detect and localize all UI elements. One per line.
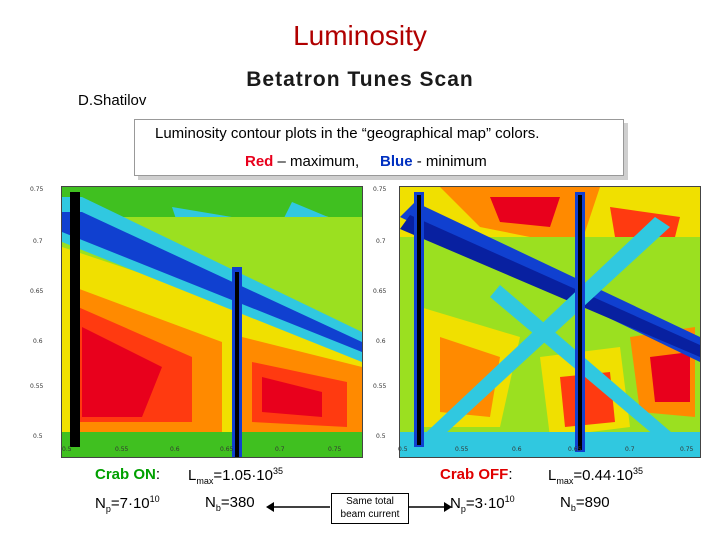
left-y-tick: 0.6 xyxy=(33,338,43,345)
lmax-exp: 35 xyxy=(633,466,644,476)
left-x-tick: 0.55 xyxy=(115,446,129,453)
contour-plot-crab-off xyxy=(399,186,701,458)
page-title: Luminosity xyxy=(293,20,427,51)
legend-description: Luminosity contour plots in the “geograp… xyxy=(155,125,540,142)
caption-crab-off: Crab OFF: xyxy=(440,466,513,483)
right-y-tick: 0.6 xyxy=(376,338,386,345)
nb-value: =890 xyxy=(575,494,610,511)
right-y-tick: 0.7 xyxy=(376,238,386,245)
np-crab-on: Np=7·1010 xyxy=(95,494,160,514)
right-y-tick: 0.75 xyxy=(373,186,387,193)
lmax-prefix: L xyxy=(548,467,557,484)
np-value: =7·10 xyxy=(110,495,150,512)
np-crab-off: Np=3·1010 xyxy=(450,494,515,514)
right-x-tick: 0.5 xyxy=(398,446,408,453)
lmax-value: =1.05·10 xyxy=(213,467,273,484)
subtitle: Betatron Tunes Scan xyxy=(246,68,474,91)
lmax-sub: max xyxy=(196,476,214,486)
left-y-tick: 0.55 xyxy=(30,383,44,390)
lmax-exp: 35 xyxy=(273,466,284,476)
left-x-tick: 0.7 xyxy=(275,446,285,453)
left-x-tick: 0.65 xyxy=(220,446,234,453)
right-y-tick: 0.5 xyxy=(376,433,386,440)
lmax-sub: max xyxy=(556,476,574,486)
nb-prefix: N xyxy=(560,494,571,511)
nb-sub: b xyxy=(570,503,576,513)
np-value: =3·10 xyxy=(465,495,505,512)
nb-crab-off: Nb=890 xyxy=(560,494,610,513)
np-sub: p xyxy=(105,504,111,514)
nb-prefix: N xyxy=(205,494,216,511)
left-x-tick: 0.6 xyxy=(170,446,180,453)
crab-on-label: Crab ON xyxy=(95,466,156,483)
right-x-tick: 0.65 xyxy=(568,446,582,453)
legend-box: Luminosity contour plots in the “geograp… xyxy=(134,119,624,176)
left-y-tick: 0.65 xyxy=(30,288,44,295)
right-x-tick: 0.7 xyxy=(625,446,635,453)
caption-crab-on: Crab ON: xyxy=(95,466,160,483)
double-arrow-icon xyxy=(266,502,452,512)
note-line2: beam current xyxy=(340,509,400,520)
np-prefix: N xyxy=(95,495,106,512)
lmax-crab-off: Lmax=0.44·1035 xyxy=(548,466,643,486)
nb-crab-on: Nb=380 xyxy=(205,494,255,513)
right-y-tick: 0.55 xyxy=(373,383,387,390)
legend-red-word: Red xyxy=(245,153,274,170)
left-x-tick: 0.75 xyxy=(328,446,342,453)
right-x-tick: 0.6 xyxy=(512,446,522,453)
left-y-tick: 0.7 xyxy=(33,238,43,245)
crab-on-colon: : xyxy=(155,466,161,483)
contour-plot-crab-on xyxy=(61,186,363,458)
np-exp: 10 xyxy=(504,494,515,504)
legend-red-text: – maximum, xyxy=(273,153,360,170)
lmax-value: =0.44·10 xyxy=(573,467,633,484)
right-x-tick: 0.55 xyxy=(455,446,469,453)
np-exp: 10 xyxy=(149,494,160,504)
lmax-crab-on: Lmax=1.05·1035 xyxy=(188,466,283,486)
np-sub: p xyxy=(460,504,466,514)
legend-blue-text: - minimum xyxy=(412,153,487,170)
legend-blue-word: Blue xyxy=(380,153,413,170)
right-x-tick: 0.75 xyxy=(680,446,694,453)
nb-value: =380 xyxy=(220,494,255,511)
lmax-prefix: L xyxy=(188,467,197,484)
nb-sub: b xyxy=(215,503,221,513)
note-line1: Same total xyxy=(346,496,394,507)
left-y-tick: 0.5 xyxy=(33,433,43,440)
legend-colors: Red – maximum, Blue - minimum xyxy=(245,153,487,170)
crab-off-colon: : xyxy=(508,466,513,483)
right-y-tick: 0.65 xyxy=(373,288,387,295)
np-prefix: N xyxy=(450,495,461,512)
left-y-tick: 0.75 xyxy=(30,186,44,193)
author-name: D.Shatilov xyxy=(78,92,147,109)
left-x-tick: 0.5 xyxy=(62,446,72,453)
crab-off-label: Crab OFF xyxy=(440,466,509,483)
note-box: Same total beam current xyxy=(331,493,409,524)
